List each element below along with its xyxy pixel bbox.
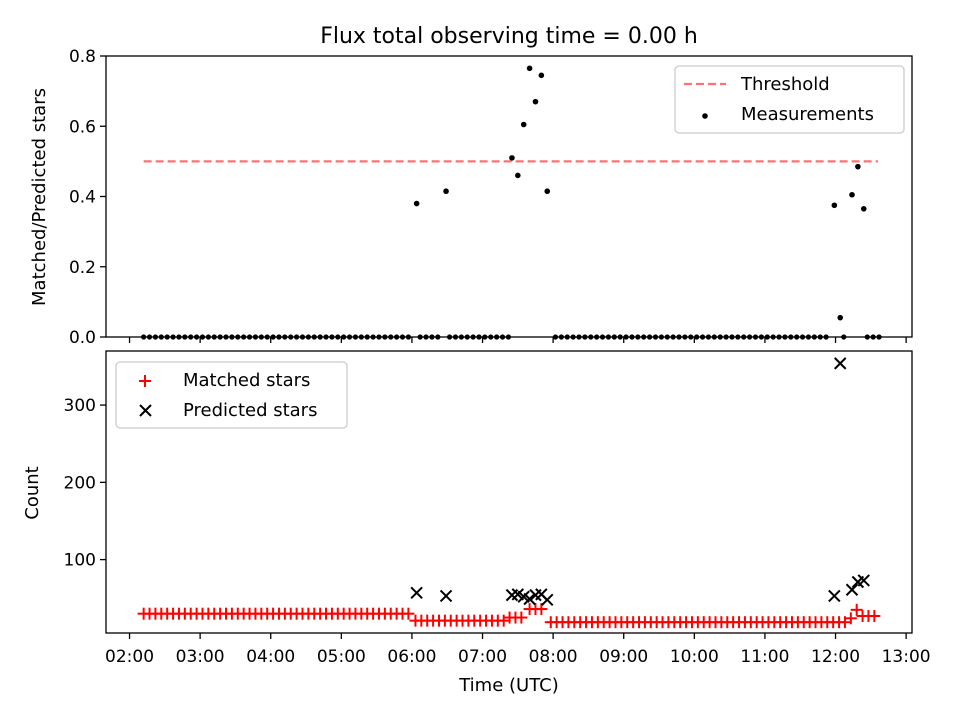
bottom-legend-box xyxy=(115,361,348,429)
predicted-star-point xyxy=(523,592,536,606)
measurement-point xyxy=(413,200,420,207)
predicted-star-point xyxy=(439,589,453,603)
top-y-tick-label: 0.2 xyxy=(69,258,96,278)
predicted-star-marker-b xyxy=(541,593,554,606)
predicted-star-point xyxy=(541,593,554,606)
predicted-star-point xyxy=(845,583,859,596)
predicted-star-marker-b xyxy=(523,592,536,606)
bottom-y-ticks: 100 200 300 xyxy=(64,396,106,571)
measurement-point xyxy=(831,202,838,209)
bottom-legend: Matched stars Predicted stars xyxy=(115,361,348,429)
measurement-point xyxy=(532,98,539,105)
legend-predicted-swatch xyxy=(139,404,152,417)
top-y-tick-label: 0.8 xyxy=(69,47,96,67)
bottom-x-tick-label: 11:00 xyxy=(740,647,789,667)
bottom-y-tick-label: 100 xyxy=(64,551,96,571)
top-axes-frame xyxy=(105,55,913,338)
top-y-axis-label: Matched/Predicted stars xyxy=(29,88,50,306)
matched-star-point xyxy=(844,612,857,625)
measurement-point xyxy=(849,191,855,198)
measurement-point xyxy=(837,314,844,321)
legend-measurements-swatch xyxy=(702,113,708,119)
top-legend-box xyxy=(674,65,905,134)
matched-star-point xyxy=(402,607,415,620)
measurement-point xyxy=(509,155,515,161)
legend-threshold-label: Threshold xyxy=(740,74,830,95)
bottom-x-tick-label: 09:00 xyxy=(599,647,648,667)
predicted-star-marker-b xyxy=(857,574,870,587)
legend-predicted-label: Predicted stars xyxy=(183,400,317,421)
predicted-star-marker-b xyxy=(828,589,841,603)
bottom-x-tick-label: 07:00 xyxy=(458,647,507,667)
top-legend: Threshold Measurements xyxy=(674,65,905,134)
measurement-point xyxy=(526,65,533,72)
bottom-x-tick-label: 02:00 xyxy=(105,647,154,667)
bottom-x-tick-label: 08:00 xyxy=(529,647,578,667)
top-y-tick-label: 0.4 xyxy=(69,188,96,208)
bottom-x-axis-label: Time (UTC) xyxy=(458,675,559,696)
bottom-x-tick-label: 05:00 xyxy=(317,647,366,667)
bottom-y-tick-label: 300 xyxy=(64,396,96,416)
predicted-star-marker-b xyxy=(439,589,453,603)
predicted-star-marker-b xyxy=(511,588,525,601)
bottom-axes-frame xyxy=(105,350,913,634)
predicted-star-point xyxy=(828,589,841,603)
top-y-tick-label: 0.6 xyxy=(69,117,96,137)
predicted-star-point xyxy=(410,586,423,600)
bottom-x-tick-label: 03:00 xyxy=(176,647,225,667)
top-chart-title: Flux total observing time = 0.00 h xyxy=(320,24,698,49)
top-y-tick-label: 0.0 xyxy=(69,328,96,348)
bottom-x-tick-label: 04:00 xyxy=(246,647,295,667)
measurement-point xyxy=(443,188,449,195)
bottom-y-axis-label: Count xyxy=(22,466,43,519)
legend-matched-label: Matched stars xyxy=(183,370,310,391)
measurement-point xyxy=(538,72,545,79)
predicted-star-point xyxy=(834,357,847,370)
predicted-star-marker-b xyxy=(535,588,548,601)
predicted-star-marker-b xyxy=(410,586,423,600)
predicted-star-marker-b xyxy=(834,357,847,370)
predicted-star-marker-b xyxy=(845,583,859,596)
matched-star-point xyxy=(850,603,863,616)
measurement-point xyxy=(544,188,551,195)
measurement-point xyxy=(860,205,867,212)
matched-star-point xyxy=(535,603,548,616)
top-plot-marks xyxy=(141,65,882,340)
bottom-x-tick-label: 10:00 xyxy=(670,647,719,667)
bottom-x-ticks: 02:00 03:00 04:00 05:00 06:00 07:00 08:00 09:00… xyxy=(105,633,931,667)
measurement-point xyxy=(855,163,861,170)
matched-star-point xyxy=(868,610,881,623)
matched-star-point xyxy=(515,611,528,624)
bottom-x-tick-label: 06:00 xyxy=(387,647,436,667)
measurement-point xyxy=(515,172,521,179)
measurement-point xyxy=(520,121,527,128)
legend-matched-swatch xyxy=(139,375,151,387)
bottom-y-tick-label: 200 xyxy=(64,473,96,493)
predicted-star-marker-b xyxy=(517,590,530,603)
bottom-x-tick-label: 12:00 xyxy=(811,647,860,667)
top-y-ticks: 0.0 0.2 0.4 0.6 0.8 xyxy=(69,47,106,348)
legend-measurements-label: Measurements xyxy=(741,104,874,125)
bottom-x-tick-label: 13:00 xyxy=(882,647,931,667)
top-panel: Flux total observing time = 0.00 h Match… xyxy=(29,24,913,348)
predicted-star-point xyxy=(857,574,870,587)
bottom-plot-marks xyxy=(137,357,881,629)
bottom-panel: Count Time (UTC) 100 200 300 02:00 03:00 04:… xyxy=(22,350,931,696)
